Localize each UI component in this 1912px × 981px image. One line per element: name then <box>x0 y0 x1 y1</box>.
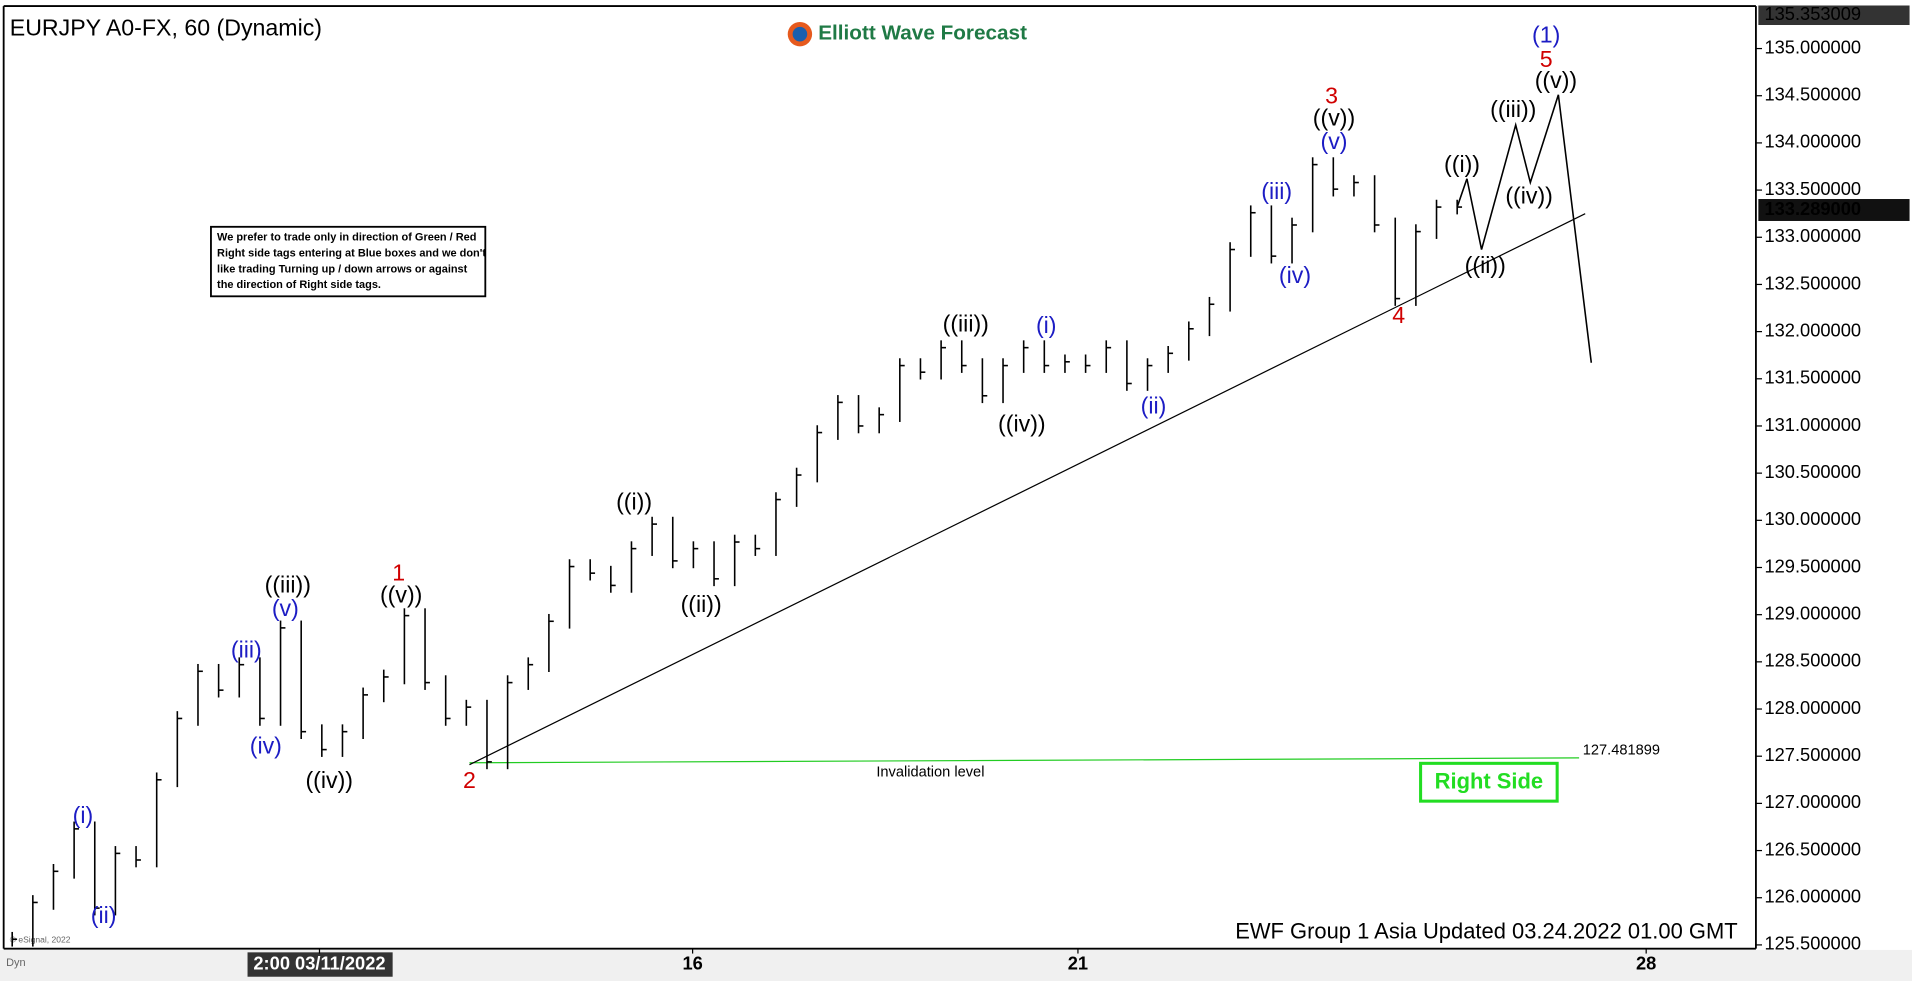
y-tick-label: 133.500000 <box>1764 178 1861 199</box>
note: We prefer to trade only in direction of … <box>217 232 486 292</box>
x-tick-label: 28 <box>1636 952 1656 973</box>
top-price-box <box>1758 5 1910 26</box>
logo-icon-inner <box>792 26 808 42</box>
wave-label: ((iv)) <box>305 767 353 793</box>
y-tick-label: 135.000000 <box>1764 36 1861 57</box>
wave-label: ((iii)) <box>265 572 311 598</box>
wave-label: ((ii)) <box>681 591 722 617</box>
wave-label: (iii) <box>1261 178 1292 204</box>
logo-text: Elliott Wave Forecast <box>818 22 1027 45</box>
wave-label: (iv) <box>1279 262 1311 288</box>
y-tick-label: 131.000000 <box>1764 414 1861 435</box>
x-tick-label: 16 <box>682 952 702 973</box>
wave-label: ((v)) <box>380 581 422 607</box>
wave-label: ((iv)) <box>998 411 1046 437</box>
y-tick-label: 128.500000 <box>1764 650 1861 671</box>
logo: Elliott Wave Forecast <box>787 22 1027 47</box>
wave-label: ((iii)) <box>1490 96 1536 122</box>
wave-label: 1 <box>392 559 405 585</box>
y-tick-label: 129.500000 <box>1764 555 1861 576</box>
wave-label: (ii) <box>1141 392 1167 418</box>
note-line: the direction of Right side tags. <box>217 279 381 291</box>
y-tick-label: 127.000000 <box>1764 791 1861 812</box>
wave-label: ((v)) <box>1535 67 1577 93</box>
right-side-box <box>1419 761 1559 803</box>
y-tick-label: 132.500000 <box>1764 272 1861 293</box>
invalidation-value: 127.481899 <box>1583 742 1660 758</box>
y-tick-label: 130.000000 <box>1764 508 1861 529</box>
wave-label: 5 <box>1540 46 1553 72</box>
top-price-label: 135.353009 <box>1764 3 1861 24</box>
copyright: © eSignal, 2022 <box>10 934 71 944</box>
wave-label: (1) <box>1532 22 1560 48</box>
wave-label: 4 <box>1392 302 1405 328</box>
footer: EWF Group 1 Asia Updated 03.24.2022 01.0… <box>1235 919 1737 944</box>
y-tick-label: 126.000000 <box>1764 886 1861 907</box>
note-line: We prefer to trade only in direction of … <box>217 232 476 244</box>
right-side-tag: Right Side <box>1435 769 1543 794</box>
current-price-box <box>1758 199 1910 221</box>
note-line: Right side tags entering at Blue boxes a… <box>217 248 486 260</box>
wave-label: ((i)) <box>616 489 652 515</box>
y-tick-label: 133.000000 <box>1764 225 1861 246</box>
invalidation-text: Invalidation level <box>876 764 984 780</box>
projection-link <box>1456 178 1468 208</box>
y-tick-label: 130.500000 <box>1764 461 1861 482</box>
y-tick-label: 131.500000 <box>1764 367 1861 388</box>
y-tick-label: 132.000000 <box>1764 319 1861 340</box>
wave-label: (v) <box>1321 128 1348 154</box>
y-tick-label: 129.000000 <box>1764 603 1861 624</box>
wave-label: ((iii)) <box>943 311 989 337</box>
trend-line <box>469 213 1586 766</box>
wave-label: 2 <box>463 767 476 793</box>
y-tick-label: 134.500000 <box>1764 84 1861 105</box>
note-line: like trading Turning up / down arrows or… <box>217 263 468 275</box>
chart-title: EURJPY A0-FX, 60 (Dynamic) <box>10 14 322 40</box>
wave-label: (i) <box>1036 312 1057 338</box>
x-label-box <box>247 952 393 977</box>
wave-label: ((iv)) <box>1505 183 1553 209</box>
y-tick-label: 134.000000 <box>1764 131 1861 152</box>
wave-label: (iv) <box>250 733 282 759</box>
corner-label: Dyn <box>6 957 26 969</box>
current-price-label: 133.289000 <box>1764 198 1861 219</box>
x-tick-label: 21 <box>1068 952 1088 973</box>
wave-label: 3 <box>1325 83 1338 109</box>
y-tick-label: 127.500000 <box>1764 744 1861 765</box>
invalidation-line <box>469 757 1580 764</box>
y-tick-label: 125.500000 <box>1764 933 1861 954</box>
x-tick-label: 2:00 03/11/2022 <box>253 952 385 973</box>
wave-label: ((ii)) <box>1465 252 1506 278</box>
y-tick-label: 126.500000 <box>1764 838 1861 859</box>
note-box <box>210 225 487 298</box>
wave-label: (i) <box>73 802 94 828</box>
wave-label: (iii) <box>231 636 262 662</box>
wave-label: ((i)) <box>1444 151 1480 177</box>
projection-path <box>1466 94 1593 363</box>
wave-label: (v) <box>272 595 299 621</box>
wave-label: ((v)) <box>1313 105 1355 131</box>
wave-label: (ii) <box>91 902 117 928</box>
y-tick-label: 128.000000 <box>1764 697 1861 718</box>
